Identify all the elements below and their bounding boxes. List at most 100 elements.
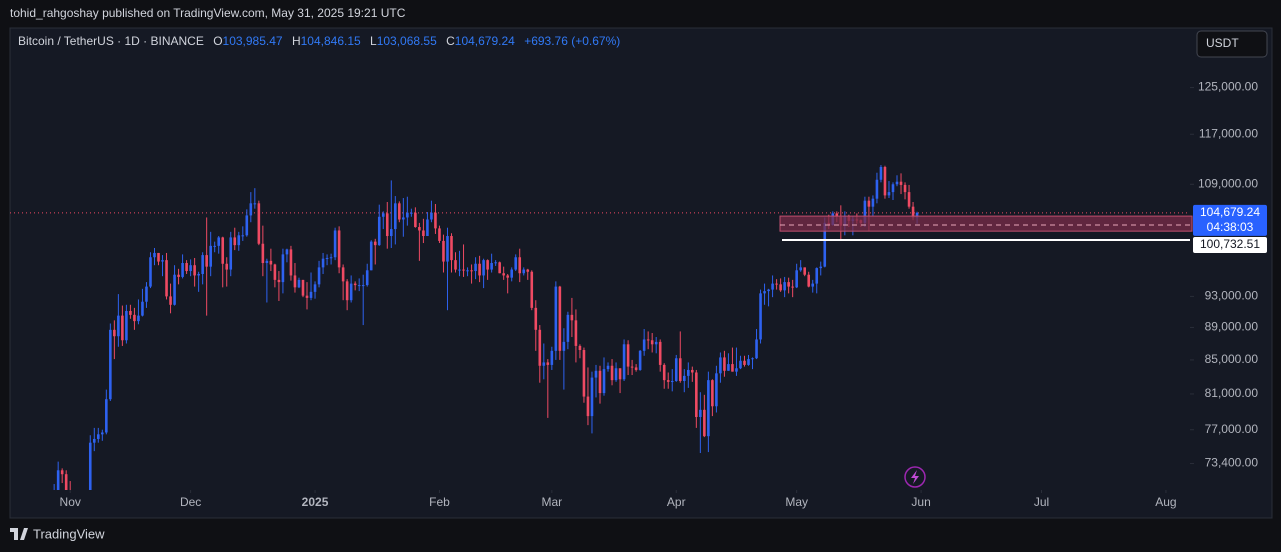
candle-body <box>96 434 100 439</box>
candle-body <box>394 203 397 230</box>
candle-body <box>899 181 903 185</box>
candle-body <box>361 285 365 287</box>
candle-body <box>153 252 156 258</box>
candle-body <box>883 167 887 196</box>
candle-body <box>498 262 501 274</box>
candle-body <box>237 235 241 246</box>
candle-body <box>743 360 746 365</box>
candle-body <box>807 274 811 287</box>
candle-body <box>88 442 92 490</box>
candle-body <box>707 380 710 437</box>
candle-body <box>699 409 702 417</box>
candle-body <box>333 230 337 258</box>
candle-body <box>56 470 60 490</box>
candle-body <box>903 184 907 193</box>
level-box <box>1193 236 1267 253</box>
candle-body <box>514 257 518 270</box>
candle-body <box>434 212 437 229</box>
candle-body <box>823 222 827 267</box>
candle-body <box>109 329 112 400</box>
candle-body <box>149 257 152 287</box>
candle-body <box>317 267 321 285</box>
currency-label[interactable]: USDT <box>1206 36 1239 50</box>
candle-body <box>141 301 144 316</box>
last-price-label: 104,679.24 <box>1200 205 1260 219</box>
candle-body <box>791 286 794 288</box>
candle-body <box>590 377 594 417</box>
candle-body <box>213 245 216 247</box>
candle-body <box>426 219 429 237</box>
candle-body <box>566 314 570 342</box>
candle-body <box>715 373 718 407</box>
candle-body <box>92 438 96 443</box>
candle-body <box>811 283 815 287</box>
candle-body <box>313 284 317 292</box>
candle-body <box>570 314 574 321</box>
candle-body <box>470 270 473 272</box>
candle-body <box>546 362 550 365</box>
candle-body <box>193 265 196 276</box>
candle-body <box>253 203 257 205</box>
y-tick-label: 81,000.00 <box>1205 386 1259 400</box>
candle-body <box>293 275 297 288</box>
candle-body <box>418 227 421 231</box>
candle-body <box>64 474 68 490</box>
candle-body <box>727 364 730 371</box>
brand-logo <box>10 528 28 540</box>
alert-icon[interactable] <box>904 466 926 488</box>
candle-body <box>221 237 225 264</box>
candle-body <box>381 213 385 217</box>
candle-body <box>462 269 465 271</box>
y-tick-label: 117,000.00 <box>1199 126 1258 140</box>
candle-body <box>365 270 369 286</box>
candle-body <box>803 267 806 275</box>
candle-body <box>173 274 176 305</box>
candle-body <box>60 470 64 475</box>
last-price-box <box>1193 204 1267 236</box>
candle-body <box>430 212 433 220</box>
candle-body <box>177 274 180 277</box>
candle-body <box>205 255 208 267</box>
candle-body <box>341 267 345 282</box>
level-label: 100,732.51 <box>1200 237 1260 251</box>
candle-body <box>871 198 875 207</box>
candle-body <box>201 255 204 274</box>
candle-body <box>129 310 132 315</box>
candle-body <box>101 432 104 435</box>
candle-body <box>225 263 229 270</box>
brand-name: TradingView <box>33 526 105 541</box>
candle-body <box>622 344 626 380</box>
candle-body <box>345 281 349 301</box>
candle-body <box>522 269 526 274</box>
currency-button[interactable] <box>1196 30 1268 58</box>
candle-body <box>269 260 273 265</box>
candle-body <box>105 399 108 433</box>
candle-body <box>686 369 690 376</box>
candle-body <box>578 345 582 351</box>
candle-body <box>442 240 445 262</box>
ohlc-label: O <box>213 34 222 48</box>
candle-body <box>779 284 782 291</box>
ohlc-value: 104,679.24 <box>455 34 515 48</box>
candle-body <box>626 344 630 367</box>
x-tick-label: Mar <box>542 495 563 509</box>
candle-body <box>735 368 738 372</box>
candle-body <box>550 350 554 365</box>
candle-body <box>137 315 140 322</box>
x-tick-label: Jun <box>911 495 930 509</box>
candle-body <box>618 368 622 380</box>
candle-body <box>169 296 172 305</box>
candle-body <box>241 235 245 237</box>
candle-body <box>161 260 164 262</box>
candle-body <box>197 273 200 276</box>
candle-body <box>526 269 530 272</box>
candle-body <box>389 229 393 237</box>
ohlc-label: C <box>446 34 455 48</box>
zone <box>779 215 1193 232</box>
candle-body <box>277 279 281 283</box>
candle-body <box>349 283 353 301</box>
candle-body <box>510 269 514 278</box>
candle-body <box>771 283 774 290</box>
candle-body <box>614 368 618 381</box>
